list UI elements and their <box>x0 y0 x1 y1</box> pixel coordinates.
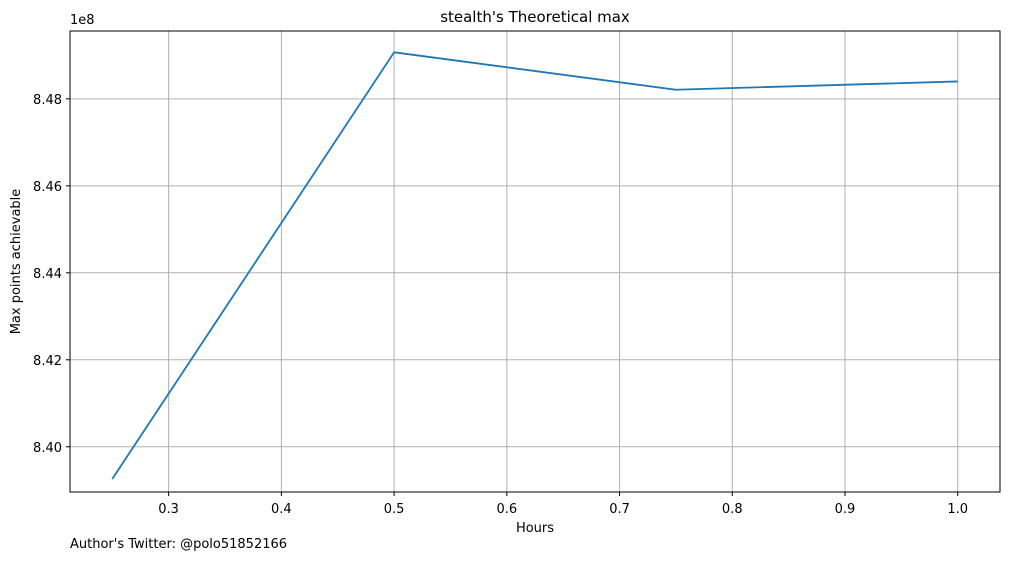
author-credit: Author's Twitter: @polo51852166 <box>70 537 288 552</box>
x-tick-label: 0.8 <box>722 502 743 517</box>
y-tick-label: 8.46 <box>33 180 62 195</box>
y-axis: 8.40 8.42 8.44 8.46 8.48 <box>33 93 70 456</box>
x-axis: 0.3 0.4 0.5 0.6 0.7 0.8 0.9 1.0 <box>158 492 968 517</box>
x-tick-label: 0.5 <box>384 502 405 517</box>
chart-title: stealth's Theoretical max <box>440 8 630 26</box>
x-tick-label: 0.6 <box>496 502 517 517</box>
grid <box>70 31 1000 492</box>
y-offset-label: 1e8 <box>70 13 95 28</box>
y-axis-label: Max points achievable <box>9 189 24 335</box>
x-axis-label: Hours <box>516 521 554 536</box>
y-tick-label: 8.48 <box>33 93 62 108</box>
plot-frame <box>69 30 1001 493</box>
x-tick-label: 0.4 <box>271 502 292 517</box>
y-tick-label: 8.42 <box>33 354 62 369</box>
x-tick-label: 0.3 <box>158 502 179 517</box>
series-line <box>111 51 958 480</box>
y-tick-label: 8.44 <box>33 267 62 282</box>
x-tick-label: 1.0 <box>947 502 968 517</box>
x-tick-label: 0.7 <box>609 502 630 517</box>
series-group <box>111 51 958 480</box>
x-tick-label: 0.9 <box>835 502 856 517</box>
y-tick-label: 8.40 <box>33 441 62 456</box>
